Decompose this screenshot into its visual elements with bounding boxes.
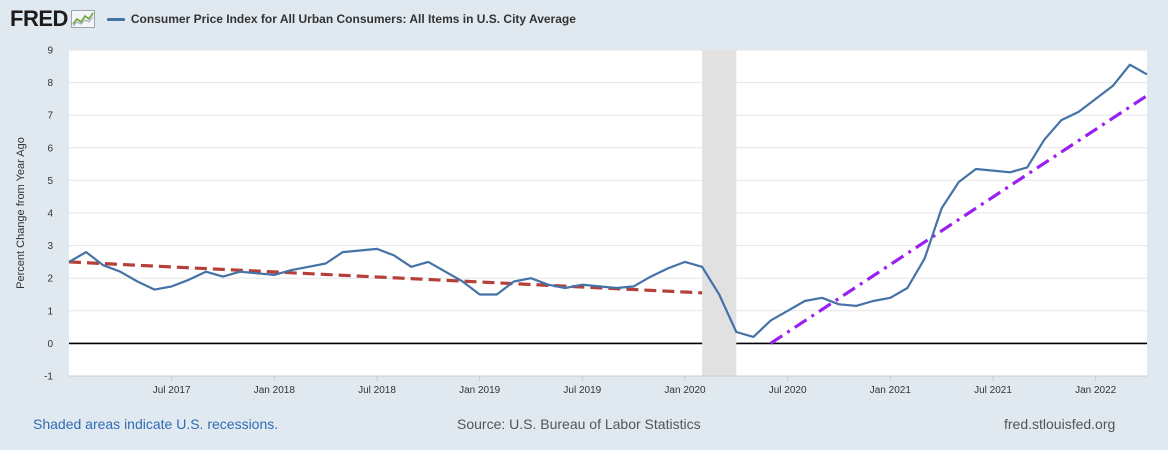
y-tick-label: 2 — [47, 274, 53, 285]
chart-header: FRED Consumer Price Index for All Urban … — [10, 6, 576, 32]
fred-logo[interactable]: FRED — [10, 6, 68, 31]
y-tick-label: 7 — [47, 111, 53, 122]
recession-band — [702, 50, 737, 376]
y-tick-label: 5 — [47, 176, 53, 187]
y-tick-label: 1 — [47, 306, 53, 317]
x-tick-label: Jan 2020 — [664, 385, 706, 396]
cpi-series-line[interactable] — [68, 63, 1148, 338]
y-tick-label: 9 — [47, 46, 53, 57]
website-link[interactable]: fred.stlouisfed.org — [1004, 416, 1116, 432]
y-axis-title: Percent Change from Year Ago — [15, 137, 27, 289]
legend: Consumer Price Index for All Urban Consu… — [106, 12, 576, 26]
x-axis-ticks: Jul 2017 Jan 2018 Jul 2018 Jan 2019 Jul 2019… — [69, 375, 1147, 396]
x-tick-label: Jul 2021 — [974, 385, 1012, 396]
y-tick-label: -1 — [44, 372, 53, 383]
y-tick-label: 0 — [47, 339, 53, 350]
source-note: Source: U.S. Bureau of Labor Statistics — [457, 416, 701, 432]
y-tick-label: 3 — [47, 241, 53, 252]
x-tick-label: Jul 2020 — [769, 385, 807, 396]
recession-note[interactable]: Shaded areas indicate U.S. recessions. — [33, 416, 279, 432]
x-tick-label: Jul 2019 — [563, 385, 601, 396]
trend-lines — [68, 94, 1148, 345]
x-tick-label: Jan 2019 — [459, 385, 501, 396]
x-tick-label: Jul 2017 — [153, 385, 191, 396]
legend-series-label[interactable]: Consumer Price Index for All Urban Consu… — [130, 12, 576, 26]
legend-swatch — [106, 17, 125, 21]
trend-line-pre-2020 — [68, 260, 703, 295]
series-layer — [68, 63, 1148, 338]
y-tick-label: 8 — [47, 78, 53, 89]
x-tick-label: Jan 2022 — [1075, 385, 1117, 396]
x-tick-label: Jul 2018 — [358, 385, 396, 396]
y-tick-label: 6 — [47, 143, 53, 154]
x-tick-label: Jan 2021 — [870, 385, 912, 396]
recession-shading — [702, 50, 737, 376]
fred-logo-chart-icon — [70, 10, 95, 28]
gridlines — [69, 49, 1147, 377]
trend-line-post-2020 — [769, 94, 1148, 345]
y-tick-label: 4 — [47, 209, 53, 220]
y-axis-ticks: -1 0 1 2 3 4 5 6 7 8 9 — [44, 46, 53, 383]
x-tick-label: Jan 2018 — [254, 385, 296, 396]
